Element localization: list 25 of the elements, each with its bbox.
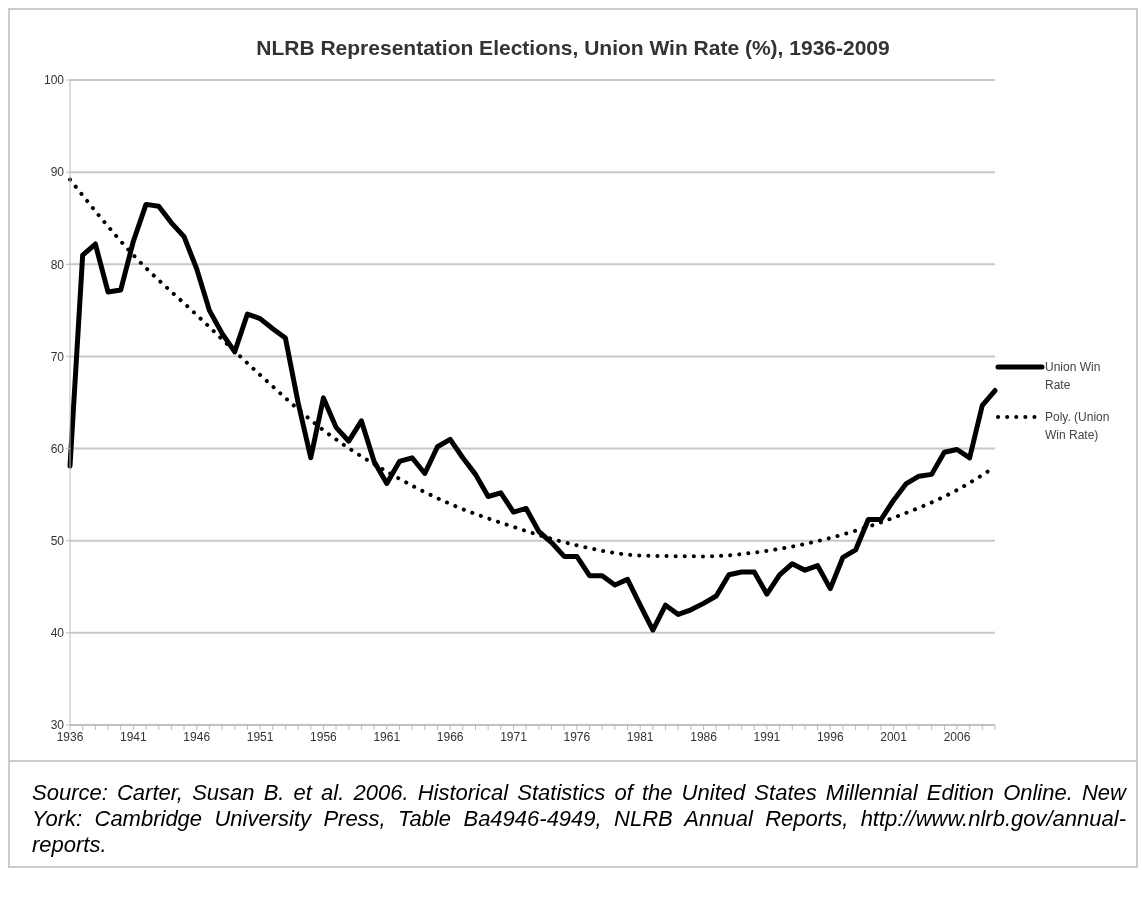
x-tick-label: 1971 <box>500 729 528 744</box>
x-tick-label: 1986 <box>690 729 718 744</box>
y-tick-label: 100 <box>43 73 65 88</box>
y-tick-label: 90 <box>50 165 65 180</box>
x-tick-label: 1966 <box>436 729 464 744</box>
legend-label: Poly. (Union Win Rate) <box>1045 409 1111 444</box>
y-tick-label: 60 <box>50 441 65 456</box>
source-note: Source: Carter, Susan B. et al. 2006. Historical Statistics of the United States Millennial Edition Online. New York: Cambridge University Press, Table Ba4946-4949, NLRB Annual Reports, http://www.nlrb.gov/annual-reports. <box>10 760 1136 866</box>
x-tick-label: 1991 <box>753 729 781 744</box>
x-tick-label: 1941 <box>120 729 148 744</box>
y-tick-label: 70 <box>50 349 65 364</box>
x-tick-label: 1951 <box>246 729 274 744</box>
x-tick-label: 1956 <box>310 729 338 744</box>
x-tick-label: 1976 <box>563 729 591 744</box>
x-tick-label: 1946 <box>183 729 211 744</box>
x-tick-label: 1961 <box>373 729 401 744</box>
y-tick-label: 40 <box>50 626 65 641</box>
x-tick-label: 2001 <box>880 729 908 744</box>
x-tick-label: 1981 <box>626 729 654 744</box>
x-tick-label: 1996 <box>816 729 844 744</box>
legend-label: Union Win Rate <box>1045 359 1102 394</box>
chart-title: NLRB Representation Elections, Union Win Rate (%), 1936-2009 <box>255 35 891 60</box>
x-tick-label: 2006 <box>943 729 971 744</box>
y-tick-label: 50 <box>50 533 65 548</box>
y-tick-label: 80 <box>50 257 65 272</box>
